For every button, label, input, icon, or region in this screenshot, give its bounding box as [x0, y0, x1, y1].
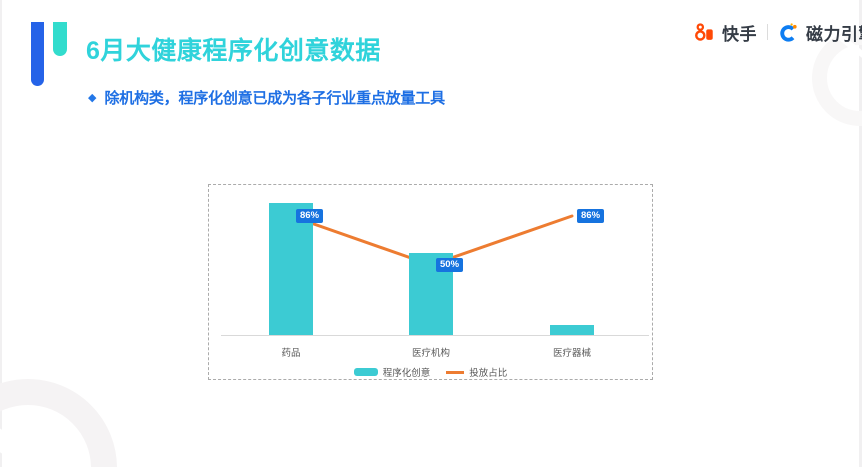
x-axis-label: 医疗器械	[552, 348, 591, 359]
key-point-row: ◆ 除机构类，程序化创意已成为各子行业重点放量工具	[88, 87, 445, 108]
x-axis-label: 药品	[281, 348, 301, 359]
chart-legend: 程序化创意 投放占比	[209, 365, 652, 379]
value-label: 86%	[296, 209, 324, 223]
key-point-text: 除机构类，程序化创意已成为各子行业重点放量工具	[104, 90, 445, 107]
chart-plot: 药品 医疗机构 医疗器械 86% 50% 86%	[209, 185, 652, 379]
value-label: 86%	[577, 209, 605, 223]
legend-swatch-line	[446, 370, 465, 374]
value-label: 50%	[436, 258, 464, 272]
page-left-edge	[0, 0, 2, 467]
brand-logos: 快手 磁力引擎	[694, 21, 862, 44]
page-title: 6月大健康程序化创意数据	[86, 37, 381, 65]
diamond-bullet-icon: ◆	[88, 91, 97, 104]
kuaishou-label: 快手	[722, 24, 757, 44]
chart-frame: 药品 医疗机构 医疗器械 86% 50% 86% 程序化创意 投放占比	[208, 184, 653, 380]
x-axis-label: 医疗机构	[411, 348, 450, 359]
legend-label: 程序化创意	[382, 368, 431, 379]
legend-swatch-bar	[353, 368, 378, 376]
kuaishou-logo-icon	[694, 22, 715, 43]
accent-bar-blue	[31, 22, 44, 86]
magnetic-engine-label: 磁力引擎	[806, 24, 862, 44]
legend-item-line: 投放占比	[446, 365, 507, 379]
bar-医疗器械	[550, 325, 594, 335]
legend-item-bar: 程序化创意	[353, 365, 431, 379]
x-axis-line	[221, 335, 649, 336]
bar-药品	[269, 203, 313, 335]
brand-divider	[767, 24, 768, 40]
magnetic-engine-logo-icon	[778, 22, 799, 43]
accent-bar-teal	[53, 22, 67, 56]
legend-label: 投放占比	[469, 368, 508, 379]
page-right-edge	[859, 0, 862, 467]
